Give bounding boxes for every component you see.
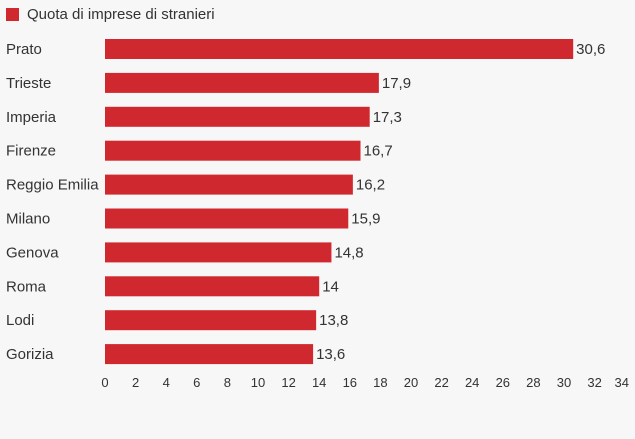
data-label: 15,9 [351, 211, 380, 228]
legend: Quota di imprese di stranieri [6, 6, 215, 23]
x-tick-label: 30 [557, 375, 571, 390]
bar [105, 276, 320, 297]
x-tick-label: 28 [526, 375, 540, 390]
bar [105, 39, 574, 59]
data-label: 14 [322, 278, 339, 295]
x-tick-label: 18 [373, 375, 387, 390]
category-label: Gorizia [6, 346, 54, 363]
category-label: Trieste [6, 75, 51, 92]
x-tick-label: 2 [132, 375, 139, 390]
category-label: Lodi [6, 312, 34, 329]
x-tick-label: 22 [434, 375, 448, 390]
data-label: 13,6 [316, 346, 345, 363]
x-tick-label: 26 [496, 375, 510, 390]
x-tick-label: 24 [465, 375, 479, 390]
category-label: Milano [6, 211, 50, 228]
x-tick-label: 4 [163, 375, 170, 390]
x-tick-label: 34 [615, 375, 629, 390]
bar [105, 344, 314, 365]
bar [105, 310, 317, 331]
bar [105, 208, 349, 229]
category-label: Genova [6, 244, 59, 261]
legend-label: Quota di imprese di stranieri [27, 6, 215, 23]
x-tick-label: 14 [312, 375, 326, 390]
data-label: 17,3 [373, 109, 402, 126]
x-tick-label: 6 [193, 375, 200, 390]
bar [105, 106, 370, 127]
x-tick-label: 8 [224, 375, 231, 390]
x-tick-label: 10 [251, 375, 265, 390]
data-label: 13,8 [319, 312, 348, 329]
bar [105, 72, 379, 93]
x-tick-label: 12 [281, 375, 295, 390]
data-label: 16,2 [356, 177, 385, 194]
data-label: 17,9 [382, 75, 411, 92]
category-label: Roma [6, 278, 47, 295]
category-label: Imperia [6, 109, 57, 126]
data-label: 16,7 [364, 143, 393, 160]
x-tick-label: 16 [343, 375, 357, 390]
data-label: 30,6 [576, 41, 605, 58]
x-tick-label: 20 [404, 375, 418, 390]
legend-swatch [6, 8, 19, 21]
category-label: Reggio Emilia [6, 177, 99, 194]
category-label: Firenze [6, 143, 56, 160]
bar [105, 242, 332, 263]
bar [105, 174, 353, 195]
category-label: Prato [6, 41, 42, 58]
x-tick-label: 0 [101, 375, 108, 390]
bar [105, 140, 361, 161]
data-label: 14,8 [334, 244, 363, 261]
x-tick-label: 32 [587, 375, 601, 390]
